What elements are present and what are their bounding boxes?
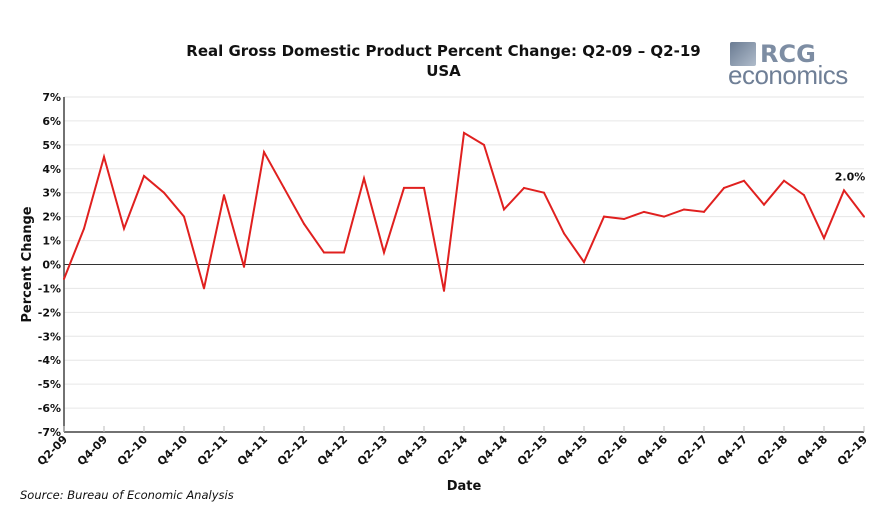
data-point	[843, 189, 845, 192]
data-label: 2.0%	[835, 170, 866, 183]
y-tick-label: -5%	[38, 378, 61, 391]
y-tick-label: -4%	[38, 354, 61, 367]
data-point	[463, 131, 465, 134]
data-point	[603, 215, 605, 218]
source-note: Source: Bureau of Economic Analysis	[20, 488, 234, 502]
y-tick-label: -6%	[38, 402, 61, 415]
data-point	[103, 155, 105, 158]
data-point	[523, 186, 525, 189]
y-tick-label: -2%	[38, 306, 61, 319]
data-point	[63, 277, 65, 280]
x-tick-label: Q2-11	[195, 433, 230, 468]
chart-title: Real Gross Domestic Product Percent Chan…	[186, 42, 701, 60]
x-tick-label: Q2-16	[595, 433, 631, 469]
x-tick-label: Q2-14	[435, 433, 471, 469]
data-point	[283, 186, 285, 189]
data-point	[263, 151, 265, 154]
x-tick-label: Q2-13	[355, 433, 390, 468]
y-tick-label: 1%	[42, 235, 61, 248]
x-tick-label: Q2-17	[675, 433, 710, 468]
x-axis-title: Date	[447, 479, 482, 494]
data-point	[803, 194, 805, 197]
chart-subtitle: USA	[426, 62, 461, 80]
data-point	[543, 191, 545, 194]
data-point	[683, 208, 685, 211]
data-point	[183, 215, 185, 218]
gdp-series-line	[63, 131, 865, 292]
data-point	[123, 227, 125, 230]
data-point	[863, 215, 865, 218]
data-point	[163, 191, 165, 194]
x-tick-label: Q4-13	[395, 433, 430, 468]
data-point	[583, 261, 585, 264]
y-tick-label: 2%	[42, 211, 61, 224]
x-tick-label: Q4-17	[715, 433, 750, 468]
x-tick-label: Q4-16	[635, 433, 671, 469]
y-tick-label: 4%	[42, 163, 61, 176]
y-tick-label: -3%	[38, 330, 61, 343]
x-tick-label: Q4-09	[75, 433, 110, 468]
y-tick-label: -1%	[38, 282, 61, 295]
x-tick-label: Q2-19	[835, 433, 870, 468]
data-point	[223, 194, 225, 197]
data-point	[303, 222, 305, 225]
x-tick-label: Q2-10	[115, 433, 151, 469]
y-tick-label: 6%	[42, 115, 61, 128]
logo-rcg-text: RCG	[760, 40, 816, 68]
data-point	[743, 179, 745, 182]
data-point	[723, 186, 725, 189]
x-tick-label: Q2-12	[275, 433, 310, 468]
data-point	[443, 289, 445, 292]
data-point	[243, 265, 245, 268]
y-tick-label: 0%	[42, 259, 61, 272]
y-tick-label: 5%	[42, 139, 61, 152]
data-point	[323, 251, 325, 254]
data-point	[623, 218, 625, 221]
data-point	[563, 232, 565, 235]
data-point	[503, 208, 505, 211]
data-point	[423, 186, 425, 189]
logo-economics-text: economics	[728, 60, 848, 90]
y-tick-label: 3%	[42, 187, 61, 200]
data-point	[383, 251, 385, 254]
data-point	[483, 143, 485, 146]
data-point	[823, 237, 825, 240]
data-point	[203, 287, 205, 290]
x-tick-label: Q4-11	[235, 433, 270, 468]
data-point	[403, 186, 405, 189]
data-point	[703, 210, 705, 213]
x-tick-label: Q2-18	[755, 433, 790, 468]
y-tick-label: 7%	[42, 91, 61, 104]
y-axis-title: Percent Change	[20, 206, 35, 322]
y-tick-label: -7%	[38, 426, 61, 439]
data-point	[363, 177, 365, 180]
x-tick-label: Q2-15	[515, 433, 550, 468]
x-tick-label: Q4-10	[155, 433, 191, 469]
data-point	[343, 251, 345, 254]
data-point	[763, 203, 765, 206]
data-point	[143, 174, 145, 177]
rcg-economics-logo: RCG economics	[728, 40, 868, 90]
data-point	[663, 215, 665, 218]
x-tick-label: Q4-14	[475, 433, 511, 469]
data-point	[643, 210, 645, 213]
data-point	[783, 179, 785, 182]
x-tick-label: Q4-15	[555, 433, 590, 468]
logo-arrow-icon	[730, 42, 756, 66]
data-point	[83, 227, 85, 230]
x-tick-label: Q4-12	[315, 433, 350, 468]
x-tick-label: Q4-18	[795, 433, 830, 468]
